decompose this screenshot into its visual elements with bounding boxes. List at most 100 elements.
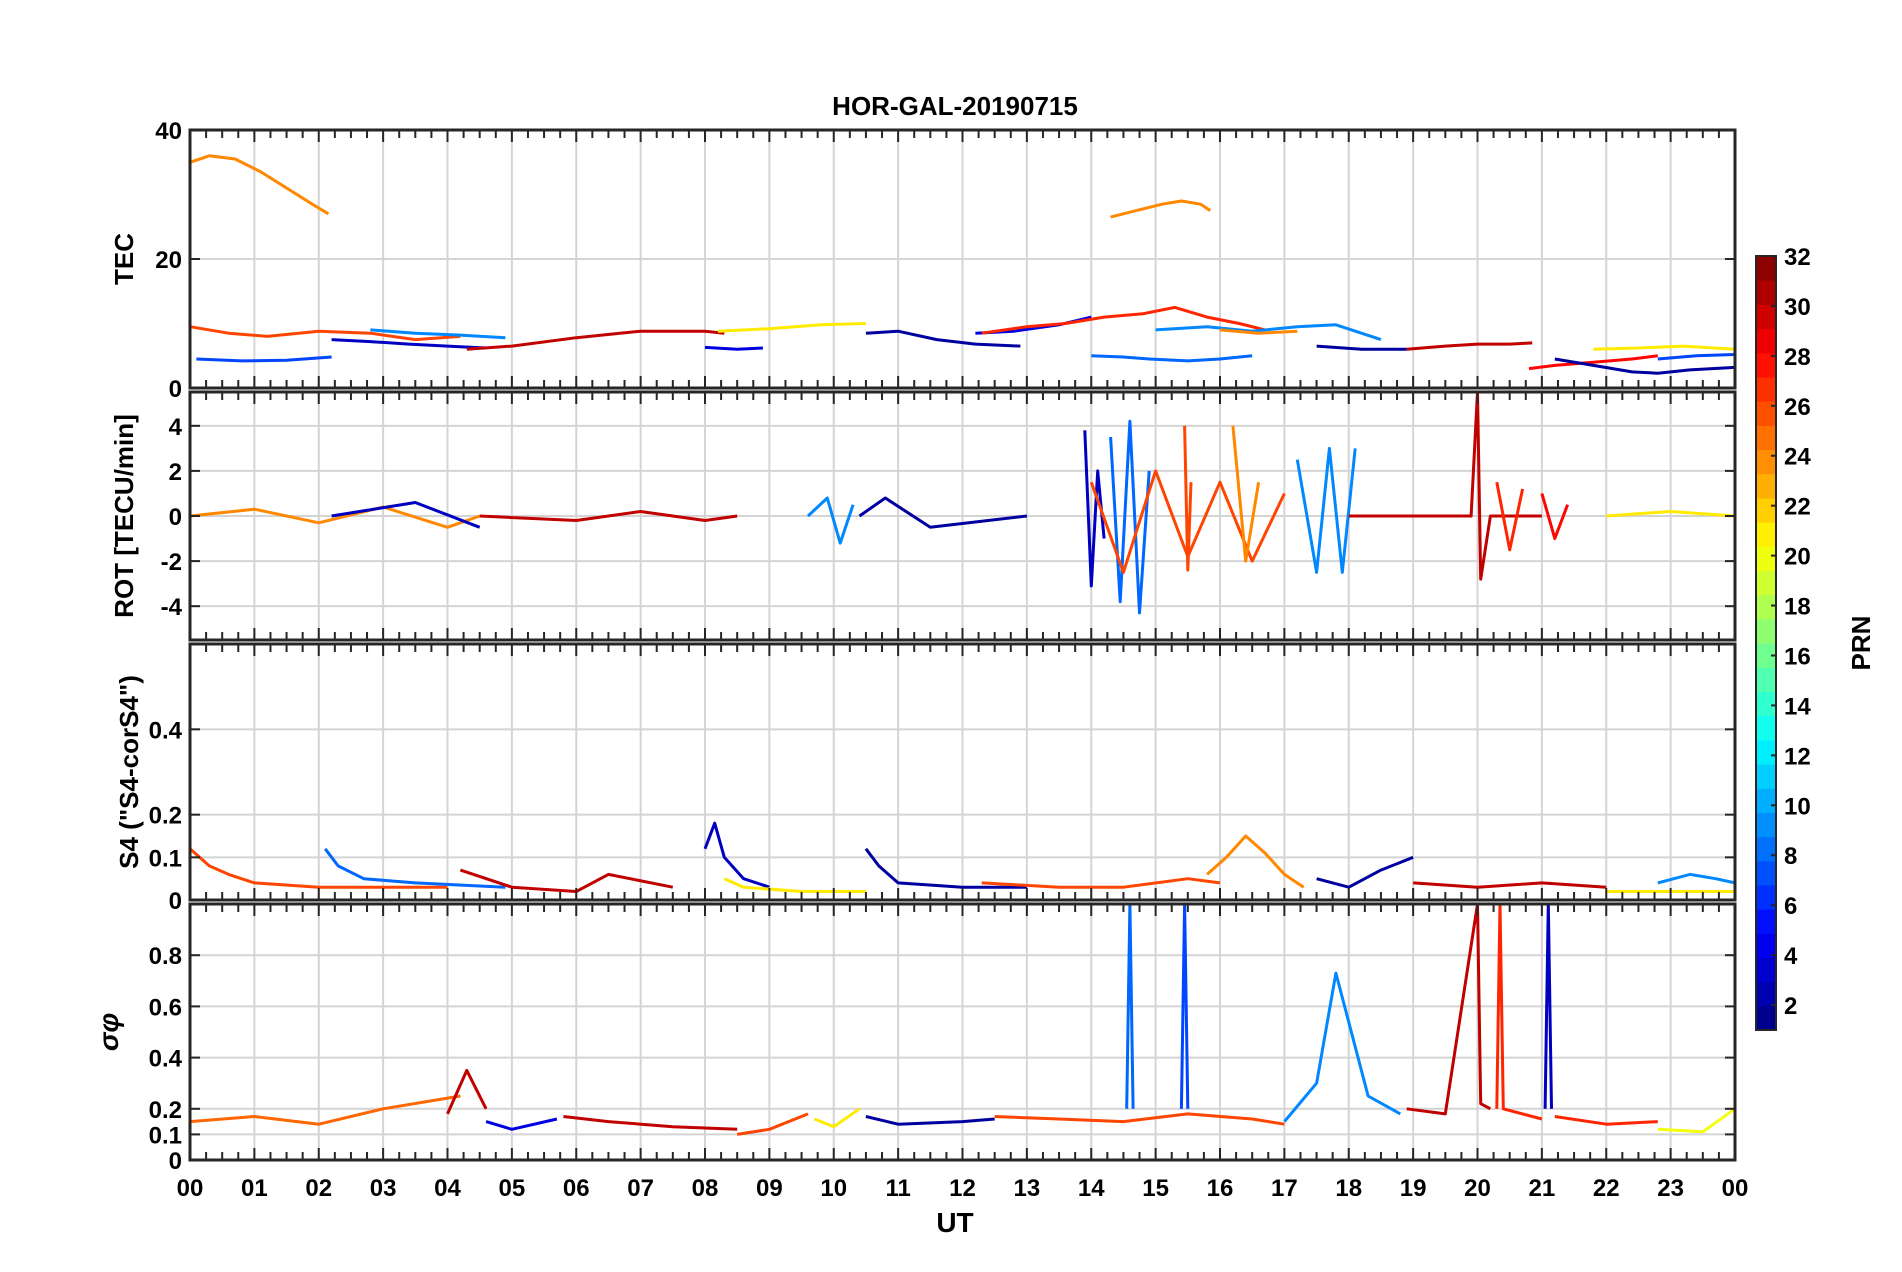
y-axis-label: ROT [TECU/min] [109, 414, 139, 618]
colorbar-tick-label: 26 [1784, 394, 1811, 421]
y-tick-label: -2 [161, 549, 182, 576]
series-prn-26 [189, 325, 461, 342]
x-tick-label: 11 [885, 1175, 910, 1202]
series-prn-30 [1406, 341, 1533, 351]
series-prn-3 [703, 821, 770, 889]
colorbar-swatch [1756, 425, 1776, 451]
colorbar-swatch [1756, 812, 1776, 838]
series-prn-30 [563, 1115, 738, 1131]
y-tick-label: 0.6 [149, 994, 182, 1021]
series-prn-9 [806, 496, 855, 545]
y-tick-label: 0.8 [149, 943, 182, 970]
colorbar-tick-label: 12 [1784, 743, 1811, 770]
series-prn-24 [1206, 834, 1305, 889]
colorbar-tick-label: 2 [1784, 993, 1797, 1020]
series-prn-8 [1109, 419, 1151, 615]
colorbar-swatch [1756, 546, 1776, 572]
series-prn-27 [981, 305, 1266, 335]
colorbar-swatch [1756, 401, 1776, 426]
y-tick-label: 0.1 [149, 845, 182, 872]
panel-sigma_phi: 00.10.2 0.4 0.6 0.8 σφ [93, 902, 1737, 1175]
series-prn-8 [324, 847, 506, 889]
panel-frame [188, 902, 1737, 1162]
series-prn-2 [858, 496, 1028, 529]
colorbar-tick-label: 28 [1784, 344, 1811, 371]
series-prn-24 [1110, 199, 1212, 219]
y-tick-label: 20 [155, 247, 182, 274]
colorbar-tick-label: 22 [1784, 494, 1811, 521]
y-axis-label: S4 ("S4-corS4") [114, 675, 144, 869]
series-prn-21 [813, 1107, 861, 1129]
series-prn-30 [1413, 881, 1607, 889]
colorbar-tick-label: 24 [1784, 444, 1811, 471]
colorbar-swatch [1756, 763, 1776, 789]
x-tick-label: 07 [627, 1175, 654, 1202]
series-prn-24 [1219, 328, 1298, 335]
series-prn-30 [479, 510, 738, 522]
series-prn-25 [189, 1094, 461, 1126]
y-axis-label: σφ [93, 1013, 124, 1051]
colorbar-swatch [1756, 691, 1776, 717]
x-tick-label: 00 [177, 1175, 204, 1202]
y-tick-label: 0.1 [149, 1122, 182, 1149]
y-tick-label: 4 [169, 414, 183, 441]
series-prn-2 [864, 847, 1027, 889]
series-prn-9 [1283, 971, 1402, 1123]
panel-frame [188, 642, 1737, 902]
colorbar-tick-label: 8 [1784, 843, 1797, 870]
series-prn-21 [1606, 510, 1736, 518]
series-prn-9 [1295, 446, 1357, 574]
colorbar-swatch [1756, 836, 1776, 862]
series-prn-27 [1495, 902, 1543, 1121]
series-prn-30 [466, 329, 725, 351]
series-prn-24 [1231, 425, 1261, 563]
colorbar-tick-label: 32 [1784, 244, 1811, 271]
series-prn-3 [1083, 430, 1106, 588]
colorbar-swatch [1756, 860, 1776, 886]
colorbar-label: PRN [1846, 616, 1876, 671]
colorbar-swatch [1756, 376, 1776, 402]
colorbar-swatch [1756, 328, 1776, 354]
series-prn-7 [196, 355, 332, 363]
series-prn-2 [1316, 344, 1407, 351]
y-tick-label: -4 [161, 594, 183, 621]
colorbar-frame [1755, 255, 1777, 1031]
y-axis-label: TEC [109, 233, 139, 285]
colorbar-tick-label: 20 [1784, 544, 1811, 571]
colorbar-swatch [1756, 957, 1776, 983]
x-tick-label: 08 [692, 1175, 719, 1202]
series-prn-27 [1554, 1115, 1658, 1126]
colorbar-swatch [1756, 739, 1776, 765]
series-prn-2 [1554, 357, 1736, 375]
x-tick-label: 04 [434, 1175, 461, 1202]
colorbar-swatch [1756, 352, 1776, 378]
series-prn-26 [1183, 425, 1193, 572]
series-prn-3 [331, 338, 487, 350]
colorbar-swatch [1756, 256, 1776, 281]
series-prn-20 [1657, 1107, 1736, 1134]
y-tick-label: 2 [169, 459, 182, 486]
x-tick-label: 21 [1529, 1175, 1556, 1202]
x-axis-label: UT [936, 1207, 973, 1238]
series-prn-2 [865, 329, 1021, 348]
colorbar-swatch [1756, 594, 1776, 620]
series-prn-4 [485, 1117, 558, 1131]
y-tick-label: 0.4 [149, 717, 183, 744]
colorbar-swatch [1756, 522, 1776, 547]
series-prn-26 [981, 877, 1221, 889]
series-prn-4 [704, 345, 763, 351]
colorbar-tick-label: 14 [1784, 693, 1811, 720]
series-prn-21 [717, 322, 866, 333]
colorbar-swatch [1756, 909, 1776, 934]
colorbar-swatch [1756, 497, 1776, 523]
panel-tec: 0 20 40 TEC [109, 118, 1737, 403]
x-tick-label: 12 [949, 1175, 976, 1202]
colorbar-tick-label: 4 [1784, 943, 1798, 970]
x-tick-label: 22 [1593, 1175, 1620, 1202]
y-tick-label: 0 [169, 376, 182, 403]
x-tick-label: 02 [305, 1175, 332, 1202]
colorbar: 32 30 28 26 24 22 20 18 16 14 12 10 8 6 4 2 PRN [1755, 244, 1876, 1031]
x-tick-label: 14 [1078, 1175, 1105, 1202]
x-tick-label: 18 [1335, 1175, 1362, 1202]
